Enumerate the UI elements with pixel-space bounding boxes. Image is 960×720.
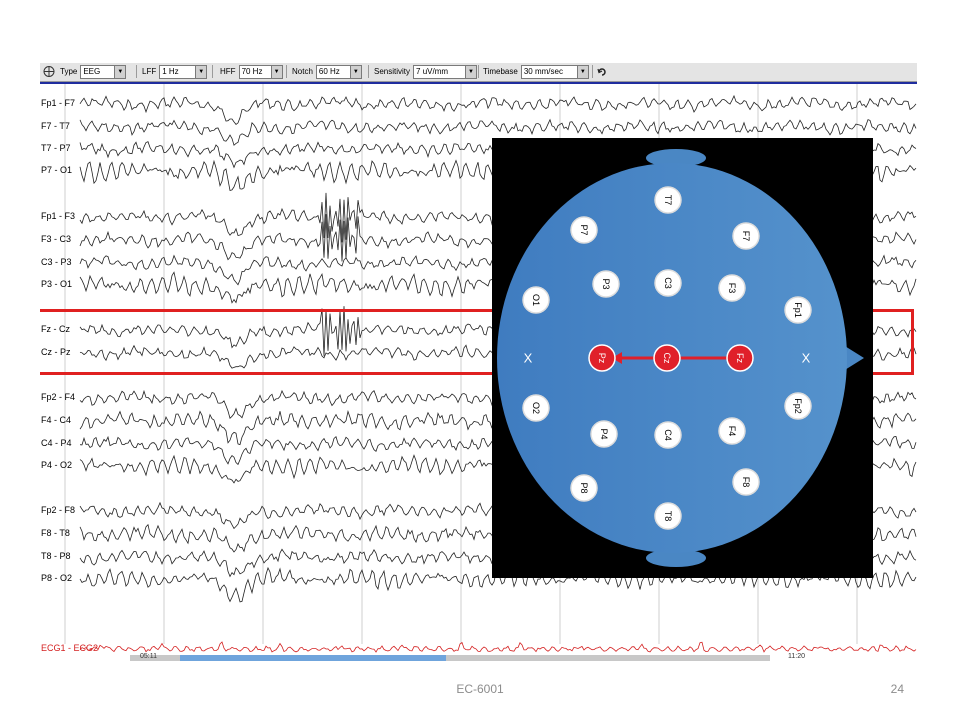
channel-label: Fp2 - F4 [41,392,76,402]
chevron-down-icon[interactable]: ▼ [349,65,361,78]
ear-reference-mark: X [802,351,811,366]
electrode-f8 [732,468,760,496]
electrode-label: P7 [579,224,589,235]
channel-label: F7 - T7 [41,121,70,131]
channel-label: P7 - O1 [41,165,73,175]
chevron-down-icon[interactable]: ▼ [576,65,588,78]
footer-course-code: EC-6001 [456,682,504,696]
eeg-toolbar: Type EEG ▼ LFF 1 Hz ▼ HFF 70 Hz ▼ Notch [40,63,917,82]
hff-control: HFF 70 Hz ▼ [220,64,283,79]
electrode-label: O2 [531,402,541,414]
electrode-o2 [522,394,550,422]
chevron-down-icon[interactable]: ▼ [195,65,207,78]
slide-number: 24 [890,682,904,696]
type-control: Type EEG ▼ [60,64,127,79]
channel-label: ECG1 - ECG2 [41,643,99,653]
electrode-label: F4 [727,426,737,437]
electrode-pz [588,344,616,372]
time-scrollbar[interactable] [130,655,770,661]
ear-reference-mark: X [524,351,533,366]
electrode-label: T7 [663,195,673,206]
scroll-thumb[interactable] [180,655,446,661]
midline-highlight-box [40,309,914,375]
electrode-p4 [590,420,618,448]
sensitivity-select[interactable]: 7 uV/mm ▼ [413,64,478,79]
channel-label: Fz - Cz [41,324,70,334]
electrode-label: P3 [601,278,611,289]
timebase-control: Timebase 30 mm/sec ▼ [483,64,589,79]
electrode-f4 [718,417,746,445]
channel-label: P4 - O2 [41,460,73,470]
notch-control: Notch 60 Hz ▼ [292,64,362,79]
ear-bottom [646,549,706,567]
electrode-label: Pz [597,353,607,364]
channel-label: C3 - P3 [41,257,72,267]
channel-label: Fp1 - F7 [41,98,76,108]
electrode-fp1 [784,296,812,324]
electrode-fp2 [784,392,812,420]
channel-label: T8 - P8 [41,551,71,561]
lff-control: LFF 1 Hz ▼ [142,64,208,79]
electrode-c4 [654,421,682,449]
timeline-marker-line [40,82,917,84]
channel-label: Cz - Pz [41,347,71,357]
electrode-label: F3 [727,283,737,294]
start-time: 05:11 [140,653,157,660]
channel-label: T7 - P7 [41,143,71,153]
electrode-f3 [718,274,746,302]
eeg-trace [79,118,917,146]
electrode-label: T8 [663,511,673,522]
channel-label: F3 - C3 [41,234,72,244]
sensitivity-control: Sensitivity 7 uV/mm ▼ [374,64,478,79]
electrode-label: F7 [741,231,751,242]
electrode-label: P4 [599,428,609,439]
electrode-cz [653,344,681,372]
electrode-label: Fp1 [793,302,803,318]
notch-select[interactable]: 60 Hz ▼ [315,64,362,79]
arrowhead-pz [612,352,622,364]
channel-label: Fp2 - F8 [41,505,76,515]
electrode-label: O1 [531,294,541,306]
lff-select[interactable]: 1 Hz ▼ [159,64,208,79]
electrode-label: P8 [579,482,589,493]
channel-label: P3 - O1 [41,279,73,289]
electrode-t8 [654,502,682,530]
electrode-c3 [654,269,682,297]
electrode-label: Cz [662,353,672,364]
electrode-fz [726,344,754,372]
ear-top [646,149,706,167]
chevron-down-icon[interactable]: ▼ [114,65,126,78]
electrode-head-map: T7 P7 F7 O1 P3 C3 F3 Fp1 Pz Cz Fz O2 P4 C4 F4 Fp2 P8 F8 T8… [492,138,873,578]
electrode-label: Fp2 [793,398,803,414]
channel-label: C4 - P4 [41,438,72,448]
channel-label: F4 - C4 [41,415,72,425]
eeg-trace [79,94,917,125]
chevron-down-icon[interactable]: ▼ [465,65,477,78]
timebase-select[interactable]: 30 mm/sec ▼ [520,64,589,79]
electrode-label: C3 [663,277,673,289]
chevron-down-icon[interactable]: ▼ [270,65,282,78]
montage-icon[interactable] [42,65,56,78]
refresh-icon[interactable] [596,65,608,78]
eeg-trace [79,641,917,653]
type-select[interactable]: EEG ▼ [80,64,127,79]
electrode-label: F8 [741,477,751,488]
electrode-p7 [570,216,598,244]
electrode-t7 [654,186,682,214]
electrode-p3 [592,270,620,298]
channel-label: P8 - O2 [41,573,73,583]
channel-label: F8 - T8 [41,528,70,538]
channel-label: Fp1 - F3 [41,211,76,221]
electrode-label: Fz [735,353,745,363]
electrode-f7 [732,222,760,250]
end-time: 11:20 [788,653,805,660]
electrode-o1 [522,286,550,314]
electrode-label: C4 [663,429,673,441]
hff-select[interactable]: 70 Hz ▼ [238,64,283,79]
electrode-p8 [570,474,598,502]
